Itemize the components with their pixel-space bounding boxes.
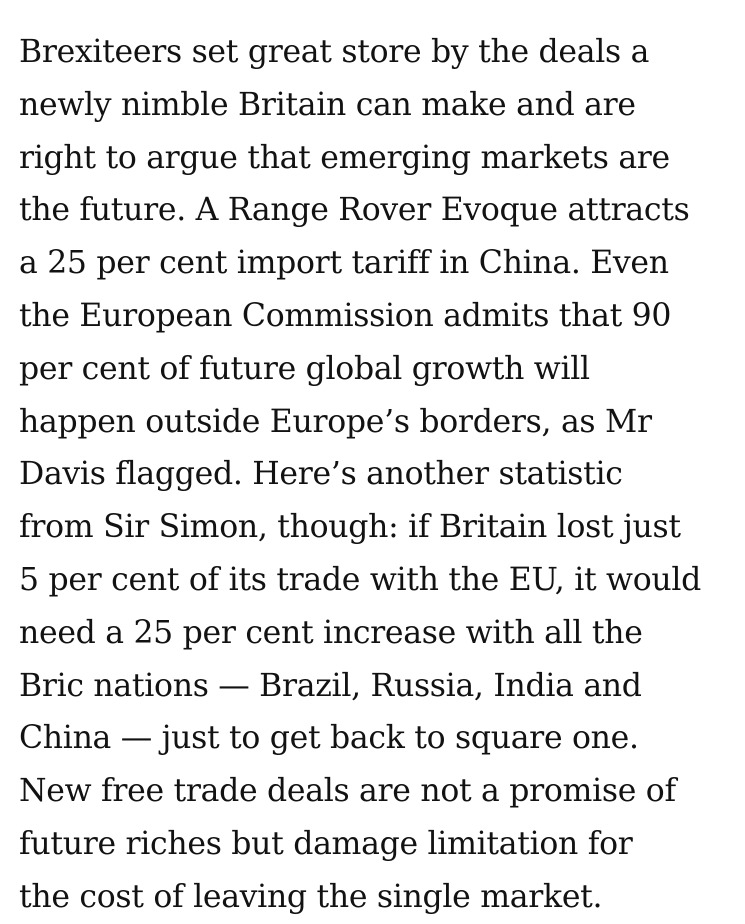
- paragraph-line: newly nimble Britain can make and are: [19, 86, 636, 123]
- paragraph-line: the cost of leaving the single market.: [19, 878, 603, 915]
- paragraph-line: need a 25 per cent increase with all the: [19, 614, 643, 651]
- paragraph-line: Davis flagged. Here’s another statistic: [19, 456, 623, 493]
- paragraph-line: New free trade deals are not a promise o…: [19, 773, 676, 810]
- paragraph-line: right to argue that emerging markets are: [19, 139, 670, 176]
- paragraph-line: China — just to get back to square one.: [19, 720, 639, 757]
- paragraph-line: per cent of future global growth will: [19, 350, 590, 387]
- paragraph-line: 5 per cent of its trade with the EU, it …: [19, 561, 702, 598]
- paragraph-line: Bric nations — Brazil, Russia, India and: [19, 667, 642, 704]
- paragraph-line: a 25 per cent import tariff in China. Ev…: [19, 245, 669, 282]
- article-paragraph: Brexiteers set great store by the deals …: [19, 26, 734, 924]
- paragraph-line: from Sir Simon, though: if Britain lost …: [19, 509, 681, 546]
- paragraph-line: the European Commission admits that 90: [19, 297, 672, 334]
- paragraph-line: the future. A Range Rover Evoque attract…: [19, 192, 690, 229]
- paragraph-line: Brexiteers set great store by the deals …: [19, 34, 650, 70]
- paragraph-line: future riches but damage limitation for: [19, 825, 633, 862]
- paragraph-line: happen outside Europe’s borders, as Mr: [19, 403, 652, 440]
